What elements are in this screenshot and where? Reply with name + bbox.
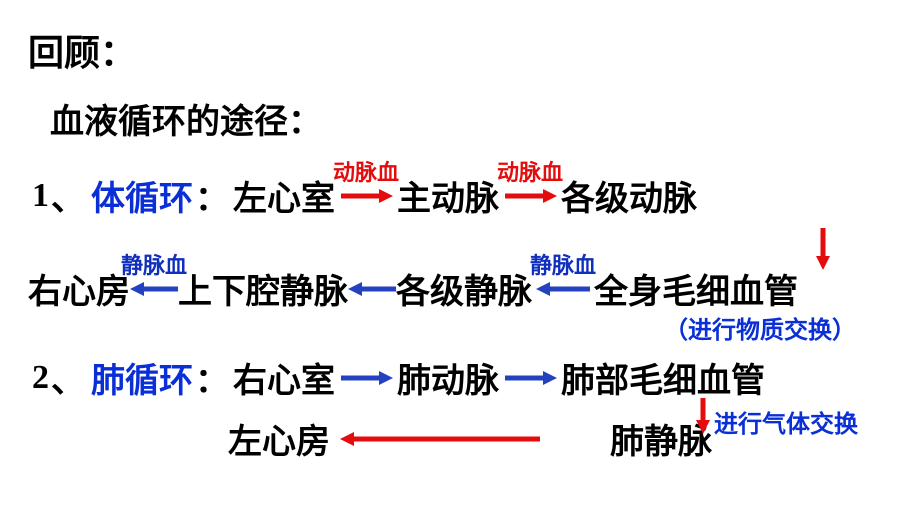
colon2: ： — [195, 353, 229, 402]
colon: ： — [195, 171, 229, 220]
pulmonary-number: 2 — [32, 359, 49, 397]
node-right-ventricle: 右心室 — [233, 353, 335, 402]
systemic-label: 体循环 — [91, 171, 193, 220]
pulmonary-label: 肺循环 — [91, 353, 193, 402]
node-lung-capillaries: 肺部毛细血管 — [561, 353, 765, 402]
arrow-sys-bot-2 — [348, 272, 396, 306]
node-right-atrium: 右心房 — [28, 264, 130, 313]
node-veins: 各级静脉 — [396, 264, 532, 313]
systemic-row-top: 1 、 体循环 ： 左心室 动脉血 主动脉 动脉血 各级动脉 — [32, 171, 892, 220]
note-material-exchange: （进行物质交换） — [664, 310, 856, 345]
arrow-pul-bot — [330, 422, 550, 456]
pulmonary-row-top: 2 、 肺循环 ： 右心室 肺动脉 肺部毛细血管 — [32, 353, 892, 402]
arrow-sys-top-2: 动脉血 — [499, 179, 561, 213]
node-aorta: 主动脉 — [397, 171, 499, 220]
node-left-ventricle: 左心室 — [233, 171, 335, 220]
subtitle: 血液循环的途径： — [50, 94, 892, 143]
review-heading: 回顾： — [28, 24, 892, 76]
anno-venous-2: 静脉血 — [530, 248, 596, 280]
node-vena-cava: 上下腔静脉 — [178, 264, 348, 313]
sep2: 、 — [51, 353, 85, 402]
arrow-pul-top-2 — [499, 361, 561, 395]
sep: 、 — [51, 171, 85, 220]
node-pulmonary-artery: 肺动脉 — [397, 353, 499, 402]
arrow-sys-down — [814, 226, 832, 275]
node-left-atrium: 左心房 — [228, 414, 330, 463]
systemic-row-bottom: 右心房 静脉血 上下腔静脉 各级静脉 静脉血 全身毛细血管 — [28, 264, 892, 313]
arrow-sys-bot-1: 静脉血 — [130, 272, 178, 306]
arrow-pul-down — [694, 396, 712, 439]
anno-arterial-1: 动脉血 — [333, 155, 399, 187]
node-arteries: 各级动脉 — [561, 171, 697, 220]
anno-venous-1: 静脉血 — [121, 248, 187, 280]
anno-arterial-2: 动脉血 — [497, 155, 563, 187]
note-gas-exchange: 进行气体交换 — [714, 404, 858, 439]
arrow-pul-top-1 — [335, 361, 397, 395]
node-body-capillaries: 全身毛细血管 — [594, 264, 798, 313]
arrow-sys-bot-3: 静脉血 — [532, 272, 594, 306]
slide-root: 回顾： 血液循环的途径： 1 、 体循环 ： 左心室 动脉血 主动脉 动脉血 各… — [0, 0, 920, 518]
systemic-number: 1 — [32, 177, 49, 215]
arrow-sys-top-1: 动脉血 — [335, 179, 397, 213]
